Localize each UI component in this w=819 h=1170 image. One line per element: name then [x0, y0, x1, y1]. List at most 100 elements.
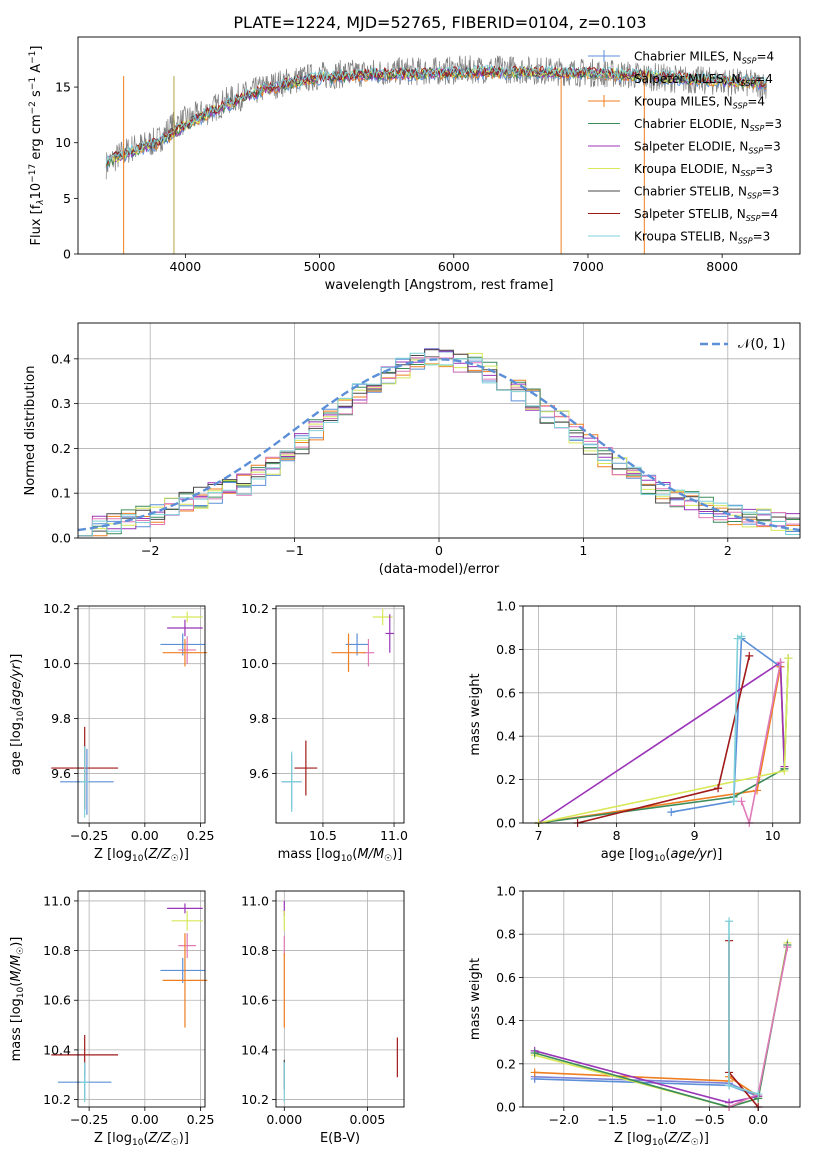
weights-vs-age-ylabel: mass weight — [468, 673, 483, 755]
residuals-ytick-label: 0.3 — [51, 396, 71, 411]
mass-vs-Z-ylabel: mass [log10(M/M☉)] — [9, 937, 26, 1062]
weights-vs-Z-point-marker — [754, 1090, 763, 1099]
label-part: ☉ — [16, 947, 26, 955]
mass-vs-ebv-marks — [283, 900, 398, 1103]
weights-vs-Z-point-marker — [530, 1068, 539, 1077]
label-part: ( — [9, 706, 24, 711]
spectrum-model-line — [105, 66, 767, 167]
legend-label: Chabrier ELODIE, NSSP=3 — [634, 117, 782, 133]
age-vs-mass-frame — [275, 605, 405, 824]
label-part: SSP — [741, 169, 756, 178]
label-part: )] — [179, 847, 189, 862]
weights-vs-age-point-marker — [737, 797, 746, 806]
weights-vs-Z-ytick-label: 0.0 — [496, 1100, 516, 1115]
residuals-xlabel: (data-model)/error — [379, 562, 500, 577]
weights-vs-Z-point-marker — [783, 943, 792, 952]
age-vs-Z-xtick-label: 0.25 — [187, 828, 215, 843]
spectrum-frame — [77, 36, 801, 255]
label-part: )] — [699, 1131, 709, 1146]
label-part: mass [log — [278, 847, 341, 862]
mass-vs-ebv-xtick-label: 0.005 — [350, 1112, 386, 1127]
label-part: Salpeter STELIB, N — [634, 207, 746, 221]
spectrum-model-line — [105, 64, 767, 166]
label-part: 𝒩 — [738, 337, 753, 352]
label-part: mass [log — [9, 998, 24, 1061]
age-vs-Z-xlabel: Z [log10(Z/Z☉)] — [94, 847, 189, 864]
label-part: Chabrier ELODIE, N — [634, 117, 750, 131]
age-vs-mass-xtick-label: 11.0 — [380, 828, 408, 843]
label-part: =4 — [747, 95, 765, 109]
label-part: s — [29, 90, 44, 101]
spectrum-xtick-label: 7000 — [572, 259, 604, 274]
legend-label-normal: 𝒩(0, 1) — [738, 337, 785, 352]
label-part: SSP — [742, 57, 757, 66]
spectrum-ylabel: Flux [fλ10−17 erg cm−2 s−1 A−1] — [28, 46, 46, 246]
weights-vs-age-point-marker — [753, 786, 762, 795]
spectrum-xtick-label: 8000 — [706, 259, 738, 274]
residuals-xtick-label: 1 — [579, 543, 587, 558]
residuals-xtick-label: 2 — [724, 543, 732, 558]
weights-vs-age-point-marker — [729, 797, 738, 806]
weights-vs-age-point-marker — [776, 658, 785, 667]
label-part: SSP — [733, 102, 748, 111]
age-vs-mass-marks — [281, 608, 395, 813]
age-vs-mass-xlabel: mass [log10(M/M☉)] — [278, 847, 403, 864]
label-part: λ — [36, 199, 46, 205]
spectrum-xtick-label: 4000 — [169, 259, 201, 274]
label-part: SSP — [747, 192, 762, 201]
residuals-frame — [77, 322, 801, 539]
weights-vs-age-xtick-label: 10 — [765, 828, 781, 843]
residuals-panel: 𝒩(0, 1) −2 −1 0 1 2 0.0 0.1 0.2 0.3 0.4 (data-model… — [23, 322, 801, 577]
weights-vs-age-ytick-label: 0.0 — [496, 816, 516, 831]
label-part: Kroupa ELODIE, N — [634, 162, 741, 176]
label-part: M/M — [9, 955, 24, 982]
label-part: −2 — [28, 101, 38, 114]
residuals-ylabel: Normed distribution — [23, 366, 38, 496]
label-part: Z [log — [94, 1131, 132, 1146]
label-part: 10 — [654, 854, 666, 864]
label-part: ( — [352, 847, 357, 862]
age-vs-Z-marks — [51, 611, 208, 818]
label-part: Z/Z — [148, 1131, 172, 1146]
label-part: age/yr — [9, 662, 24, 705]
age-vs-mass-xtick-label: 10.5 — [309, 828, 337, 843]
residuals-ytick-label: 0.1 — [51, 486, 71, 501]
weights-vs-Z-ytick-label: 0.2 — [496, 1056, 516, 1071]
age-vs-Z-xtick-label: 0.00 — [131, 828, 159, 843]
weights-vs-Z-panel: −2.0 −1.5 −1.0 −0.5 0.0 0.0 0.2 0.4 0.6 0.8 1.0 Z [… — [468, 884, 801, 1148]
label-part: ] — [29, 46, 44, 51]
label-part: SSP — [750, 124, 765, 133]
label-part: age [log — [601, 847, 654, 862]
residuals-xtick-label: −1 — [285, 543, 303, 558]
weights-vs-Z-series-line — [728, 921, 759, 1095]
label-part: SSP — [738, 237, 753, 246]
weights-vs-Z-xtick-label: −0.5 — [694, 1112, 724, 1127]
label-part: Z/Z — [668, 1131, 692, 1146]
label-part: =4 — [755, 72, 773, 86]
mass-vs-ebv-ytick-label: 10.2 — [241, 1092, 269, 1107]
weights-vs-age-frame — [522, 605, 801, 824]
legend-label: Kroupa STELIB, NSSP=3 — [634, 230, 770, 246]
weights-vs-age-point-marker — [745, 651, 754, 660]
label-part: 10 — [16, 986, 26, 998]
age-vs-mass-ytick-label: 10.0 — [241, 656, 269, 671]
label-part: Kroupa STELIB, N — [634, 230, 738, 244]
age-vs-Z-ytick-label: 10.0 — [43, 656, 71, 671]
residuals-marks: 𝒩(0, 1) — [77, 337, 801, 538]
legend-label: Kroupa ELODIE, NSSP=3 — [634, 162, 773, 178]
residuals-ytick-label: 0.0 — [51, 531, 71, 546]
residuals-xtick-label: 0 — [435, 543, 443, 558]
label-part: )] — [9, 937, 24, 947]
weights-vs-age-xtick-label: 7 — [535, 828, 543, 843]
label-part: ( — [663, 1131, 668, 1146]
label-part: ☉ — [691, 1138, 699, 1148]
weights-vs-Z-ytick-label: 0.4 — [496, 1013, 516, 1028]
weights-vs-age-series-line — [538, 666, 786, 824]
mass-vs-ebv-xlabel: E(B-V) — [320, 1131, 360, 1146]
normal-curve — [77, 358, 801, 532]
label-part: Chabrier STELIB, N — [634, 185, 747, 199]
weights-vs-Z-xlabel: Z [log10(Z/Z☉)] — [614, 1131, 709, 1148]
